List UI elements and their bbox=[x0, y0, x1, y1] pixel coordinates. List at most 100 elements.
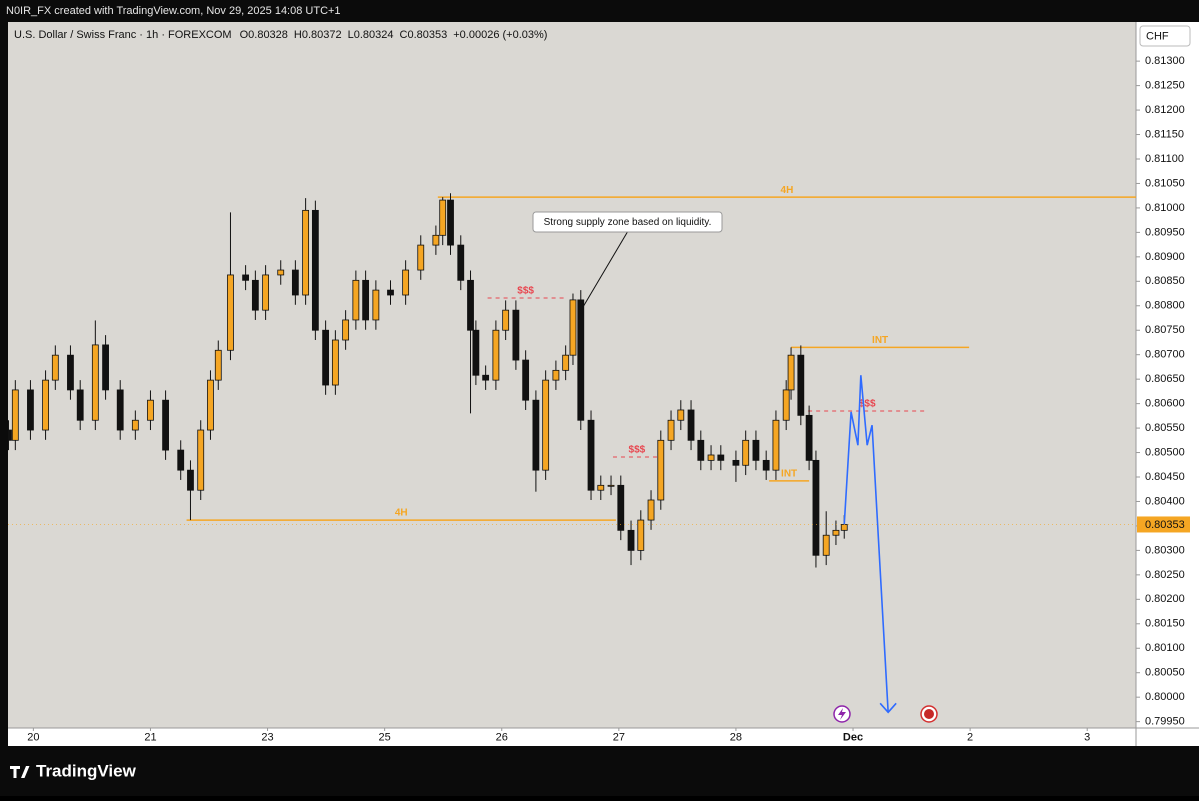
x-tick-label: 25 bbox=[379, 731, 391, 743]
candle-body bbox=[102, 344, 109, 391]
callout-box bbox=[532, 211, 723, 233]
y-tick-label: 0.80050 bbox=[1145, 667, 1185, 679]
candle-body bbox=[387, 289, 394, 296]
candle-body bbox=[67, 354, 74, 391]
candle-body bbox=[542, 379, 550, 471]
candle-body bbox=[457, 244, 465, 281]
candle-body bbox=[787, 354, 795, 391]
projection-line bbox=[843, 375, 889, 713]
candle-body bbox=[207, 379, 214, 431]
x-tick-label: Dec bbox=[843, 731, 863, 743]
candle-body bbox=[812, 459, 820, 556]
candle-body bbox=[522, 359, 530, 401]
y-tick-label: 0.80000 bbox=[1145, 691, 1185, 703]
candle-body bbox=[251, 279, 259, 311]
x-tick-label: 21 bbox=[144, 731, 156, 743]
candle-body bbox=[482, 374, 490, 381]
y-tick-label: 0.80550 bbox=[1145, 422, 1185, 434]
candle-body bbox=[637, 519, 645, 551]
y-tick-label: 0.80200 bbox=[1145, 593, 1185, 605]
y-tick-label: 0.80450 bbox=[1145, 471, 1185, 483]
y-tick-label: 0.81100 bbox=[1145, 153, 1184, 165]
candle-body bbox=[311, 209, 319, 331]
y-tick-label: 0.80600 bbox=[1145, 398, 1185, 410]
candle-body bbox=[432, 234, 440, 246]
y-tick-label: 0.80250 bbox=[1145, 569, 1185, 581]
candle-body bbox=[597, 484, 605, 491]
candle-body bbox=[472, 329, 480, 376]
event-icons[interactable] bbox=[833, 705, 938, 723]
y-tick-label: 0.80300 bbox=[1145, 544, 1185, 556]
candle-body bbox=[707, 454, 715, 461]
candle-body bbox=[417, 244, 425, 271]
candle-body bbox=[532, 399, 540, 471]
candle-body bbox=[617, 484, 625, 531]
candle-body bbox=[11, 389, 19, 441]
candle-body bbox=[492, 329, 500, 381]
y-tick-label: 0.80650 bbox=[1145, 373, 1185, 385]
candle-body bbox=[782, 389, 790, 421]
candle-body bbox=[752, 439, 760, 461]
y-tick-label: 0.80700 bbox=[1145, 349, 1185, 361]
y-tick-label: 0.80900 bbox=[1145, 251, 1185, 263]
level-label: $$$ bbox=[859, 399, 876, 410]
candle-body bbox=[362, 279, 370, 321]
x-tick-label: 20 bbox=[27, 731, 39, 743]
candle-body bbox=[8, 429, 12, 441]
candle-body bbox=[116, 389, 124, 431]
y-tick-label: 0.81250 bbox=[1145, 80, 1185, 92]
symbol-title: U.S. Dollar / Swiss Franc · 1h · FOREXCO… bbox=[14, 29, 232, 41]
level-label: 4H bbox=[781, 185, 794, 196]
y-tick-label: 0.80100 bbox=[1145, 642, 1185, 654]
level-label: $$$ bbox=[629, 445, 646, 456]
candle-body bbox=[627, 529, 635, 551]
candle-body bbox=[742, 439, 750, 466]
level-label: 4H bbox=[395, 508, 408, 519]
y-tick-label: 0.81300 bbox=[1145, 55, 1185, 67]
x-tick-label: 26 bbox=[496, 731, 508, 743]
candle-body bbox=[177, 449, 185, 471]
callout-text: Strong supply zone based on liquidity. bbox=[544, 217, 712, 228]
y-tick-label: 0.80850 bbox=[1145, 275, 1185, 287]
currency-box[interactable] bbox=[1139, 25, 1191, 47]
candle-body bbox=[214, 349, 222, 381]
y-tick-label: 0.81150 bbox=[1145, 128, 1184, 140]
candle-body bbox=[512, 309, 520, 361]
last-price-badge bbox=[1137, 516, 1190, 533]
candle-body bbox=[577, 299, 585, 421]
candle-body bbox=[647, 499, 655, 521]
candle-body bbox=[322, 329, 330, 386]
callout: Strong supply zone based on liquidity. bbox=[532, 211, 723, 308]
brand: TradingView bbox=[36, 761, 137, 780]
ohlc-value: +0.00026 (+0.03%) bbox=[453, 29, 547, 41]
ohlc-value: H0.80372 bbox=[294, 29, 342, 41]
logo: TradingView bbox=[10, 761, 137, 780]
y-tick-label: 0.80400 bbox=[1145, 495, 1185, 507]
candle-body bbox=[762, 459, 770, 471]
y-tick-label: 0.81200 bbox=[1145, 104, 1185, 116]
candle-body bbox=[587, 419, 595, 491]
level-label: $$$ bbox=[517, 286, 534, 297]
candle-body bbox=[352, 279, 360, 321]
candle-body bbox=[27, 389, 34, 431]
candle-body bbox=[197, 429, 205, 491]
candle-body bbox=[342, 319, 350, 341]
candle-body bbox=[677, 409, 685, 421]
candle-body bbox=[732, 459, 740, 466]
y-tick-label: 0.79950 bbox=[1145, 716, 1185, 728]
candle-body bbox=[502, 309, 510, 331]
candle-body bbox=[569, 299, 577, 356]
ohlc-value: C0.80353 bbox=[400, 29, 448, 41]
ohlc-value: L0.80324 bbox=[348, 29, 394, 41]
candle-body bbox=[372, 289, 380, 321]
y-tick-label: 0.80950 bbox=[1145, 226, 1185, 238]
x-tick-label: 23 bbox=[261, 731, 273, 743]
candle-body bbox=[291, 269, 299, 296]
candle-body bbox=[302, 209, 310, 296]
ohlc-value: O0.80328 bbox=[240, 29, 288, 41]
candle-body bbox=[131, 419, 139, 431]
candle-body bbox=[331, 339, 339, 386]
time-axis bbox=[8, 728, 1136, 746]
candle-body bbox=[76, 389, 84, 421]
